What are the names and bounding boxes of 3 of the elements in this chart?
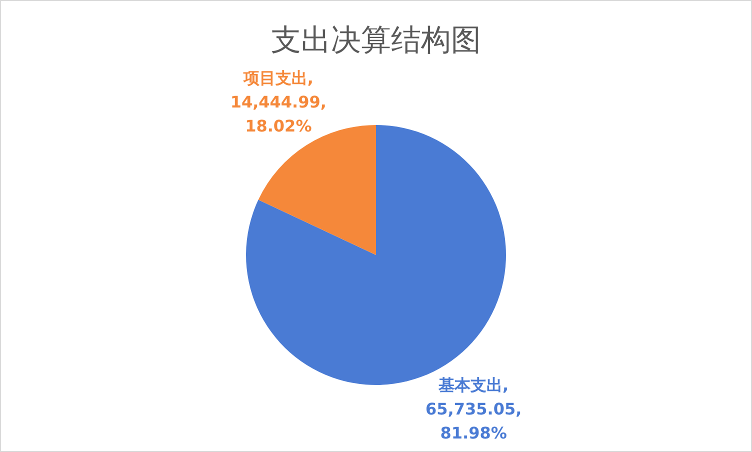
slice-label: 基本支出 bbox=[438, 376, 503, 395]
slice-label: 项目支出 bbox=[243, 68, 308, 88]
chart-title: 支出决算结构图 bbox=[271, 23, 481, 58]
